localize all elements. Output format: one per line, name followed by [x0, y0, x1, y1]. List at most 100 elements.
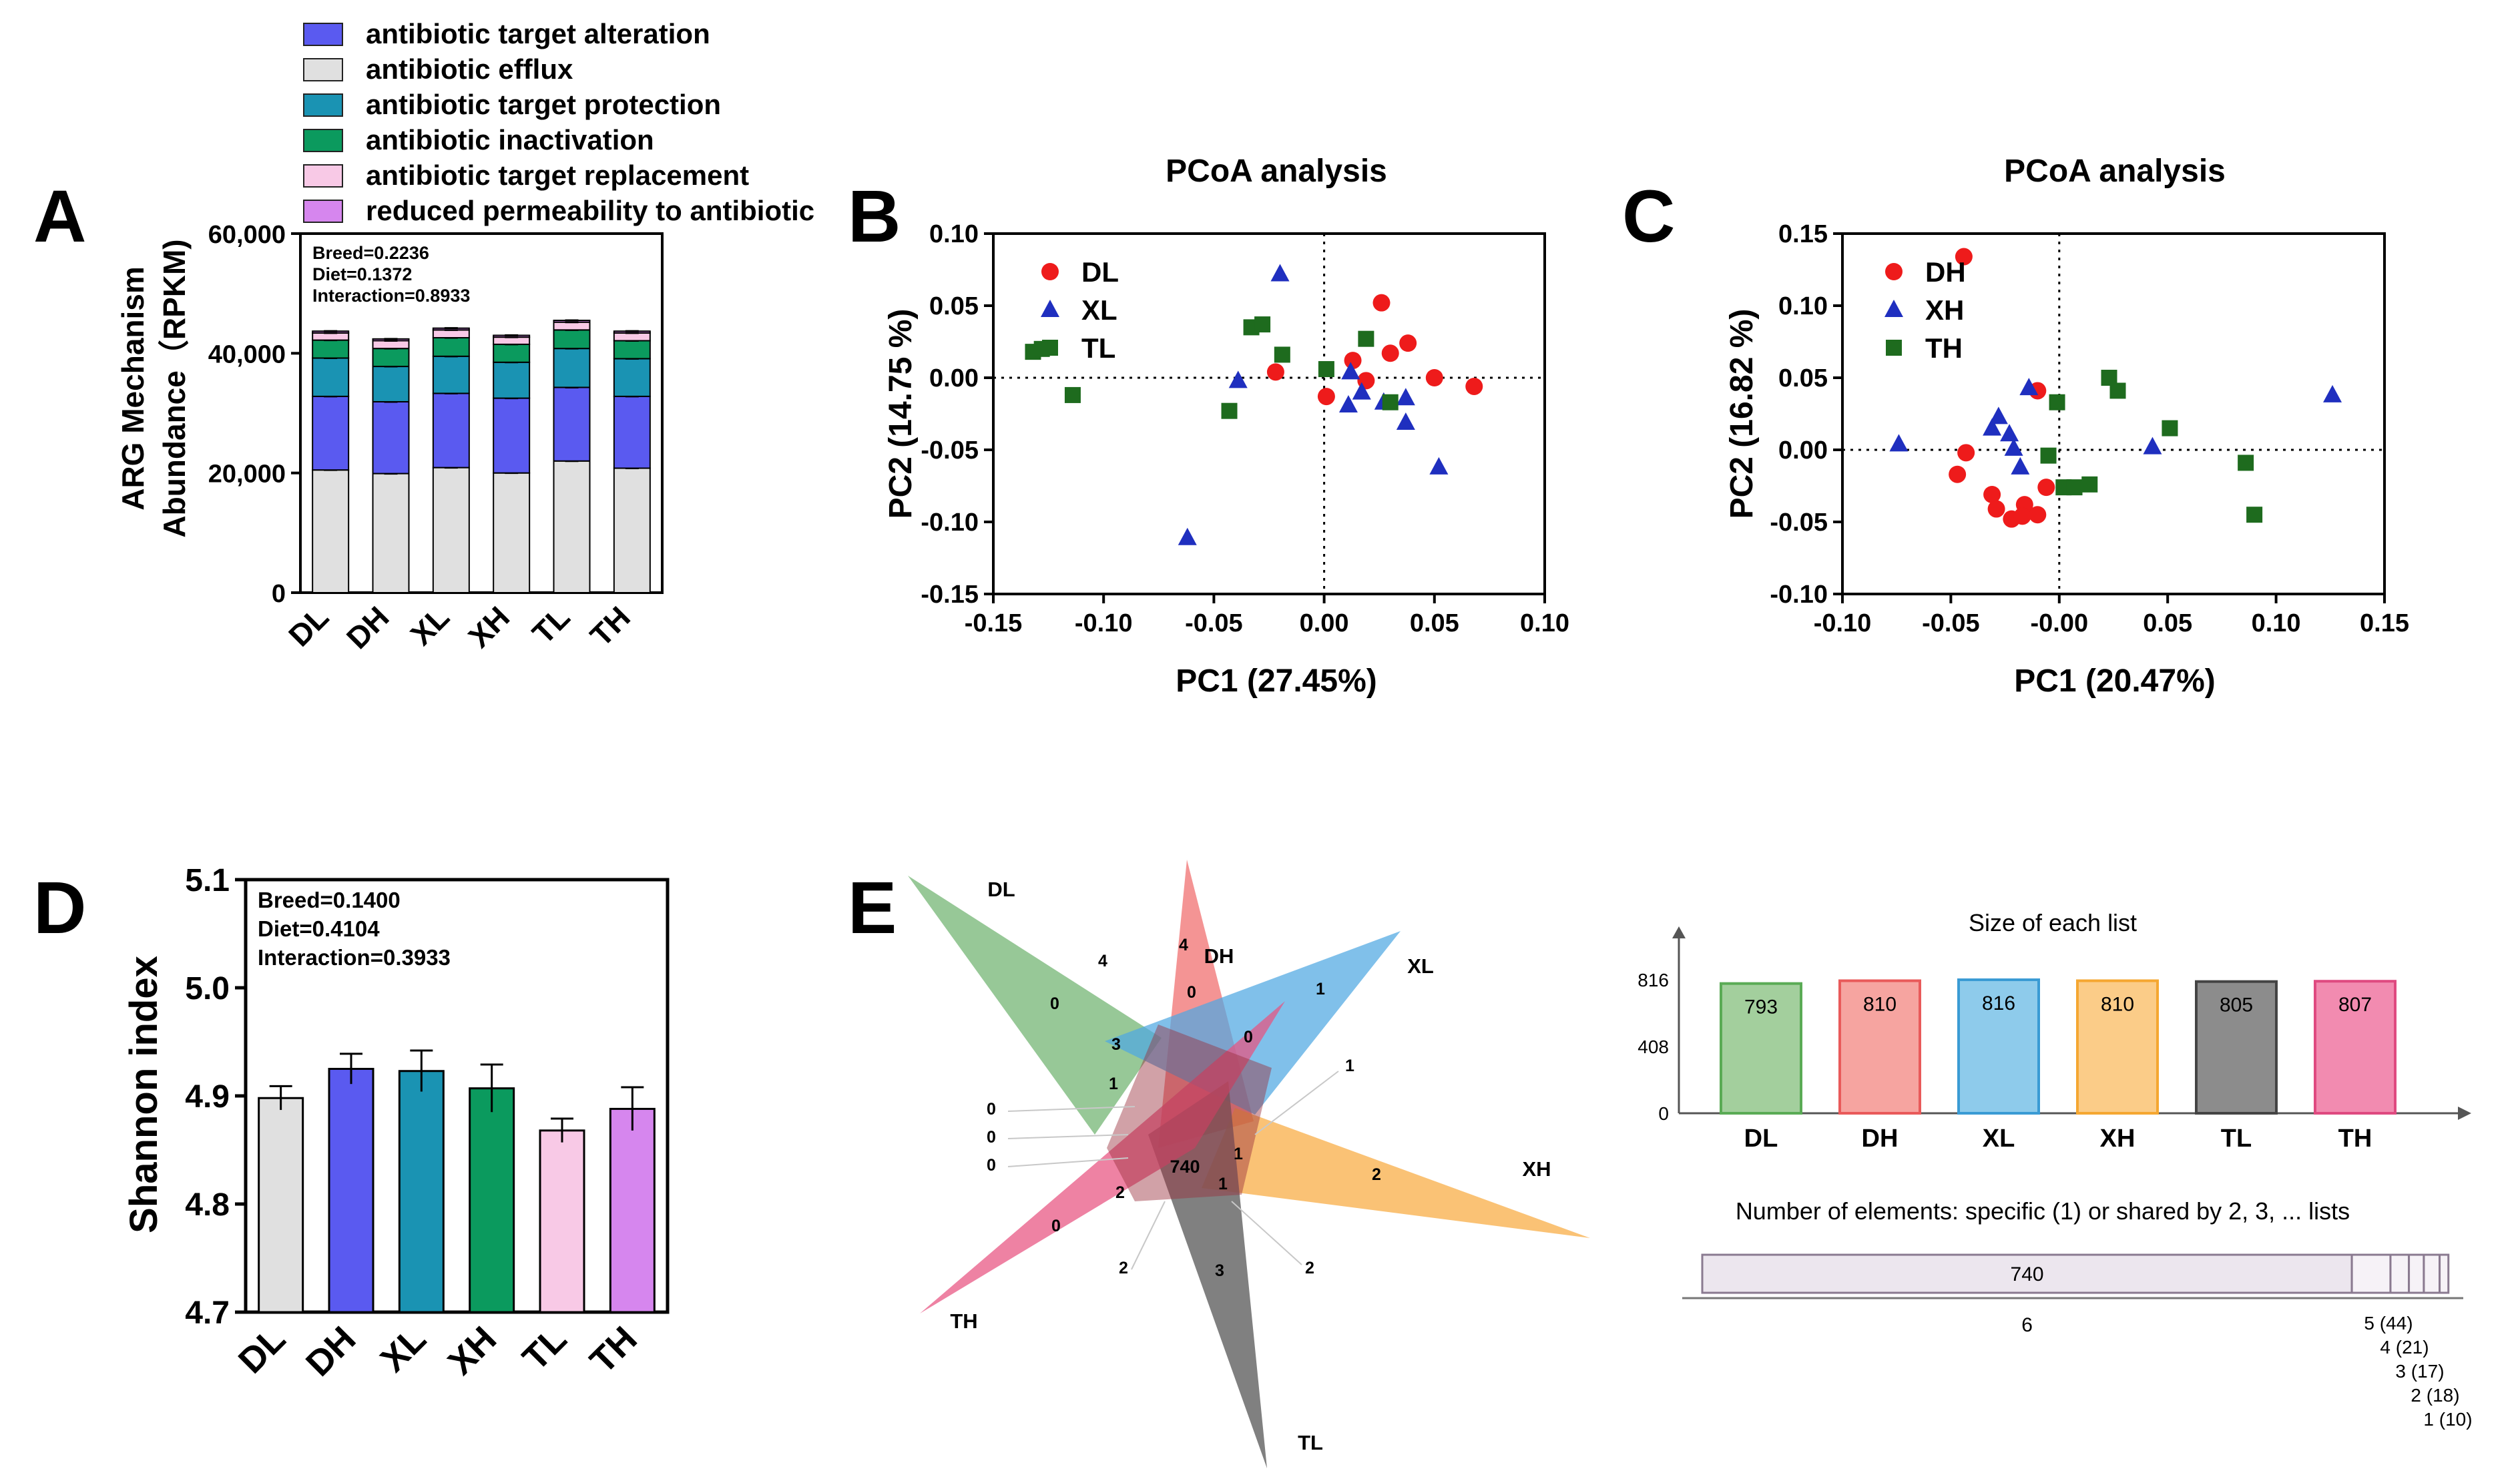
- point-dh: [1949, 465, 1967, 483]
- legend-label-a: reduced permeability to antibiotic: [366, 195, 814, 226]
- y-tick-label-a: 20,000: [208, 461, 286, 489]
- list-size-value: 816: [1982, 992, 2015, 1014]
- x-tick-label-d: XH: [441, 1319, 504, 1382]
- point-tl: [1064, 386, 1081, 403]
- intersection-inside-label: 740: [2011, 1263, 2044, 1285]
- venn-label-tl: TL: [1298, 1431, 1323, 1454]
- point-xh: [2019, 378, 2039, 396]
- stat-breed-a: Breed=0.2236: [312, 243, 429, 263]
- point-xl: [1270, 264, 1290, 282]
- legend-label-a: antibiotic target replacement: [366, 160, 749, 191]
- legend-swatch-a: [303, 129, 343, 152]
- bar-d: [258, 1097, 304, 1313]
- legend-b: DL XL TL: [1041, 256, 1119, 364]
- legend-swatch-a: [303, 200, 343, 223]
- y-tick-label: 0.15: [1778, 220, 1828, 248]
- legend-marker-xh: [1884, 300, 1903, 317]
- y-axis-label-c: PC2 (16.82 %): [1724, 309, 1760, 519]
- list-size-bar: [2314, 980, 2397, 1115]
- bar-d: [469, 1087, 515, 1313]
- y-tick-label: -0.05: [1770, 509, 1828, 537]
- point-xh: [2000, 424, 2019, 442]
- points-b: [1025, 264, 1483, 545]
- list-size-value: 810: [2101, 993, 2134, 1015]
- y-tick-label-a: 0: [272, 580, 286, 608]
- intersection-under-label: 6: [2021, 1314, 2033, 1336]
- y-axis-label-d: Shannon index: [122, 956, 166, 1233]
- point-dh: [2013, 507, 2031, 525]
- legend-label-dh: DH: [1925, 256, 1966, 288]
- legend-marker-dl: [1041, 263, 1059, 280]
- reference-lines-b: [993, 234, 1545, 594]
- venn-count-xl-only: 1: [1316, 980, 1325, 998]
- legend-label-a: antibiotic inactivation: [366, 124, 654, 156]
- point-xl: [1341, 362, 1360, 380]
- list-size-y-ticks: 0 408 816: [1637, 970, 1669, 1124]
- x-tick-label: 0.15: [2360, 609, 2409, 637]
- bar-segment-a: [432, 329, 470, 339]
- point-tl: [1358, 330, 1374, 347]
- point-xh: [2143, 436, 2162, 455]
- point-th: [2081, 476, 2098, 493]
- point-th: [2162, 420, 2178, 436]
- bar-segment-a: [372, 400, 410, 475]
- legend-label-a: antibiotic target protection: [366, 89, 721, 120]
- point-xh: [1889, 434, 1909, 452]
- x-tick-label: -0.05: [1185, 609, 1243, 637]
- y-tick-label-d: 4.8: [185, 1187, 230, 1223]
- venn-diagram: DL DH XL XH TL TH 740 0 4 1 2 3 0 4 0 0 …: [908, 860, 1590, 1468]
- x-tick-labels-d: DL DH XL XH TL TH: [231, 1319, 645, 1384]
- point-th: [2109, 382, 2126, 399]
- bar-segment-a: [372, 366, 410, 402]
- stat-diet-a: Diet=0.1372: [312, 264, 412, 284]
- bar-segment-a: [553, 321, 591, 331]
- y-tick-label: 0.10: [1778, 292, 1828, 320]
- venn-count-c1c: 1: [1218, 1175, 1228, 1193]
- venn-count-c1b: 1: [1234, 1145, 1243, 1163]
- bar-segment-a: [312, 332, 350, 341]
- list-size-category: TL: [2221, 1125, 2252, 1153]
- x-tick-label-a: DL: [282, 599, 335, 653]
- x-axis-label-b: PC1 (27.45%): [1176, 663, 1376, 699]
- bar-segment-a: [553, 348, 591, 388]
- legend-marker-xl: [1041, 300, 1059, 317]
- venn-count-c3: 3: [1111, 1035, 1121, 1054]
- points-c: [1889, 248, 2342, 528]
- leader-line: [1231, 1201, 1302, 1265]
- list-size-bars: 793 DL 810 DH 816 XL 810 XH 805 TL 807 TH: [1720, 978, 2397, 1153]
- point-th: [2049, 394, 2065, 410]
- point-dl: [1399, 334, 1417, 352]
- leader-line: [1131, 1201, 1166, 1270]
- ticks-c: -0.10 -0.05 -0.00 0.05 0.10 0.15 0.15 0.10 0.05 0…: [1770, 220, 2409, 637]
- bar-segment-a: [493, 397, 531, 474]
- point-xh: [2323, 384, 2342, 402]
- intersection-under-label: 5 (44): [2364, 1313, 2413, 1333]
- legend-swatch-a: [303, 23, 343, 46]
- point-xl: [1338, 395, 1358, 413]
- y-tick-label-d: 4.7: [185, 1295, 230, 1331]
- list-size-value: 810: [1863, 993, 1897, 1015]
- x-tick-label: -0.05: [1922, 609, 1980, 637]
- venn-petal-xl: [1105, 931, 1401, 1115]
- point-dl: [1372, 294, 1391, 312]
- list-size-value: 793: [1744, 996, 1778, 1018]
- point-xl: [1228, 370, 1248, 388]
- x-tick-label-d: TL: [515, 1319, 574, 1378]
- x-tick-label-a: XL: [404, 599, 456, 651]
- x-tick-label-a: TH: [583, 599, 637, 653]
- y-axis-label-a: ARG Mechanism Abundance（RPKM): [115, 239, 192, 537]
- stats-a: Breed=0.2236 Diet=0.1372 Interaction=0.8…: [312, 243, 470, 306]
- chart-title-b: PCoA analysis: [1166, 154, 1387, 189]
- intersection-labels: 6 5 (44) 4 (21) 3 (17) 2 (18) 1 (10): [2021, 1313, 2472, 1430]
- point-xl: [1396, 412, 1415, 430]
- bar-segment-a: [493, 336, 531, 345]
- intersection-under-label: 3 (17): [2395, 1361, 2444, 1382]
- venn-petal-xh: [1202, 1108, 1590, 1238]
- intersection-segment: [2439, 1253, 2450, 1294]
- point-dh: [1983, 485, 2001, 503]
- bar-segment-a: [613, 332, 651, 342]
- venn-label-dh: DH: [1204, 944, 1234, 968]
- point-dl: [1344, 352, 1362, 370]
- y-tick-label-d: 5.0: [185, 971, 230, 1006]
- leader-line: [1007, 1157, 1129, 1167]
